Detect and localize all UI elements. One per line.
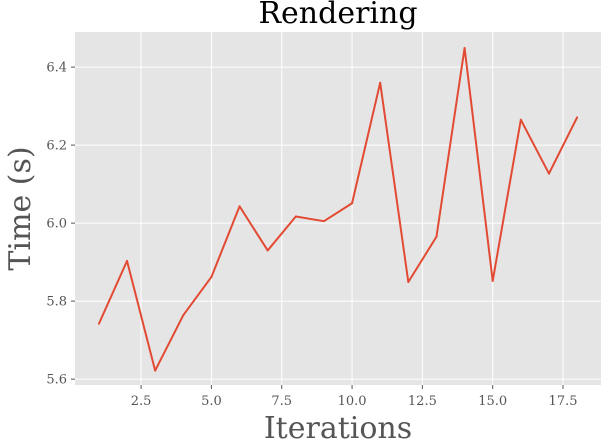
x-tick-label: 7.5 — [271, 394, 292, 409]
y-tick-label: 5.8 — [46, 295, 67, 310]
data-point — [97, 322, 100, 325]
data-point — [576, 116, 579, 119]
data-point — [182, 314, 185, 317]
x-tick-label: 10.0 — [338, 394, 367, 409]
y-tick-label: 6.0 — [46, 217, 67, 232]
y-tick-label: 5.6 — [46, 373, 67, 388]
x-tick-label: 17.5 — [549, 394, 578, 409]
data-point — [351, 202, 354, 205]
x-axis-label: Iterations — [264, 411, 412, 444]
data-point — [519, 118, 522, 121]
axis-ticks: 2.5 5.0 7.5 10.0 12.5 15.0 17.5 5.6 5.8 6.0 6.2 6.4 — [46, 61, 577, 409]
x-tick-label: 5.0 — [201, 394, 222, 409]
x-tick-label: 2.5 — [131, 394, 152, 409]
data-point — [379, 81, 382, 84]
data-point — [294, 215, 297, 218]
data-point — [210, 275, 213, 278]
y-tick-label: 6.4 — [46, 61, 67, 76]
x-tick-label: 12.5 — [408, 394, 437, 409]
data-point — [491, 279, 494, 282]
x-tick-label: 15.0 — [478, 394, 507, 409]
data-point — [435, 235, 438, 238]
series-layer — [97, 46, 579, 372]
series-line — [97, 46, 578, 372]
data-point — [407, 281, 410, 284]
data-point — [463, 46, 466, 49]
chart-title: Rendering — [258, 0, 417, 31]
data-point — [266, 249, 269, 252]
data-point — [126, 259, 129, 262]
data-point — [238, 205, 241, 208]
plot-area — [75, 32, 601, 385]
data-point — [547, 172, 550, 175]
y-axis-label: Time (s) — [3, 146, 38, 270]
data-point — [154, 369, 157, 372]
data-point — [322, 220, 325, 223]
grid — [75, 32, 601, 385]
y-tick-label: 6.2 — [46, 139, 67, 154]
